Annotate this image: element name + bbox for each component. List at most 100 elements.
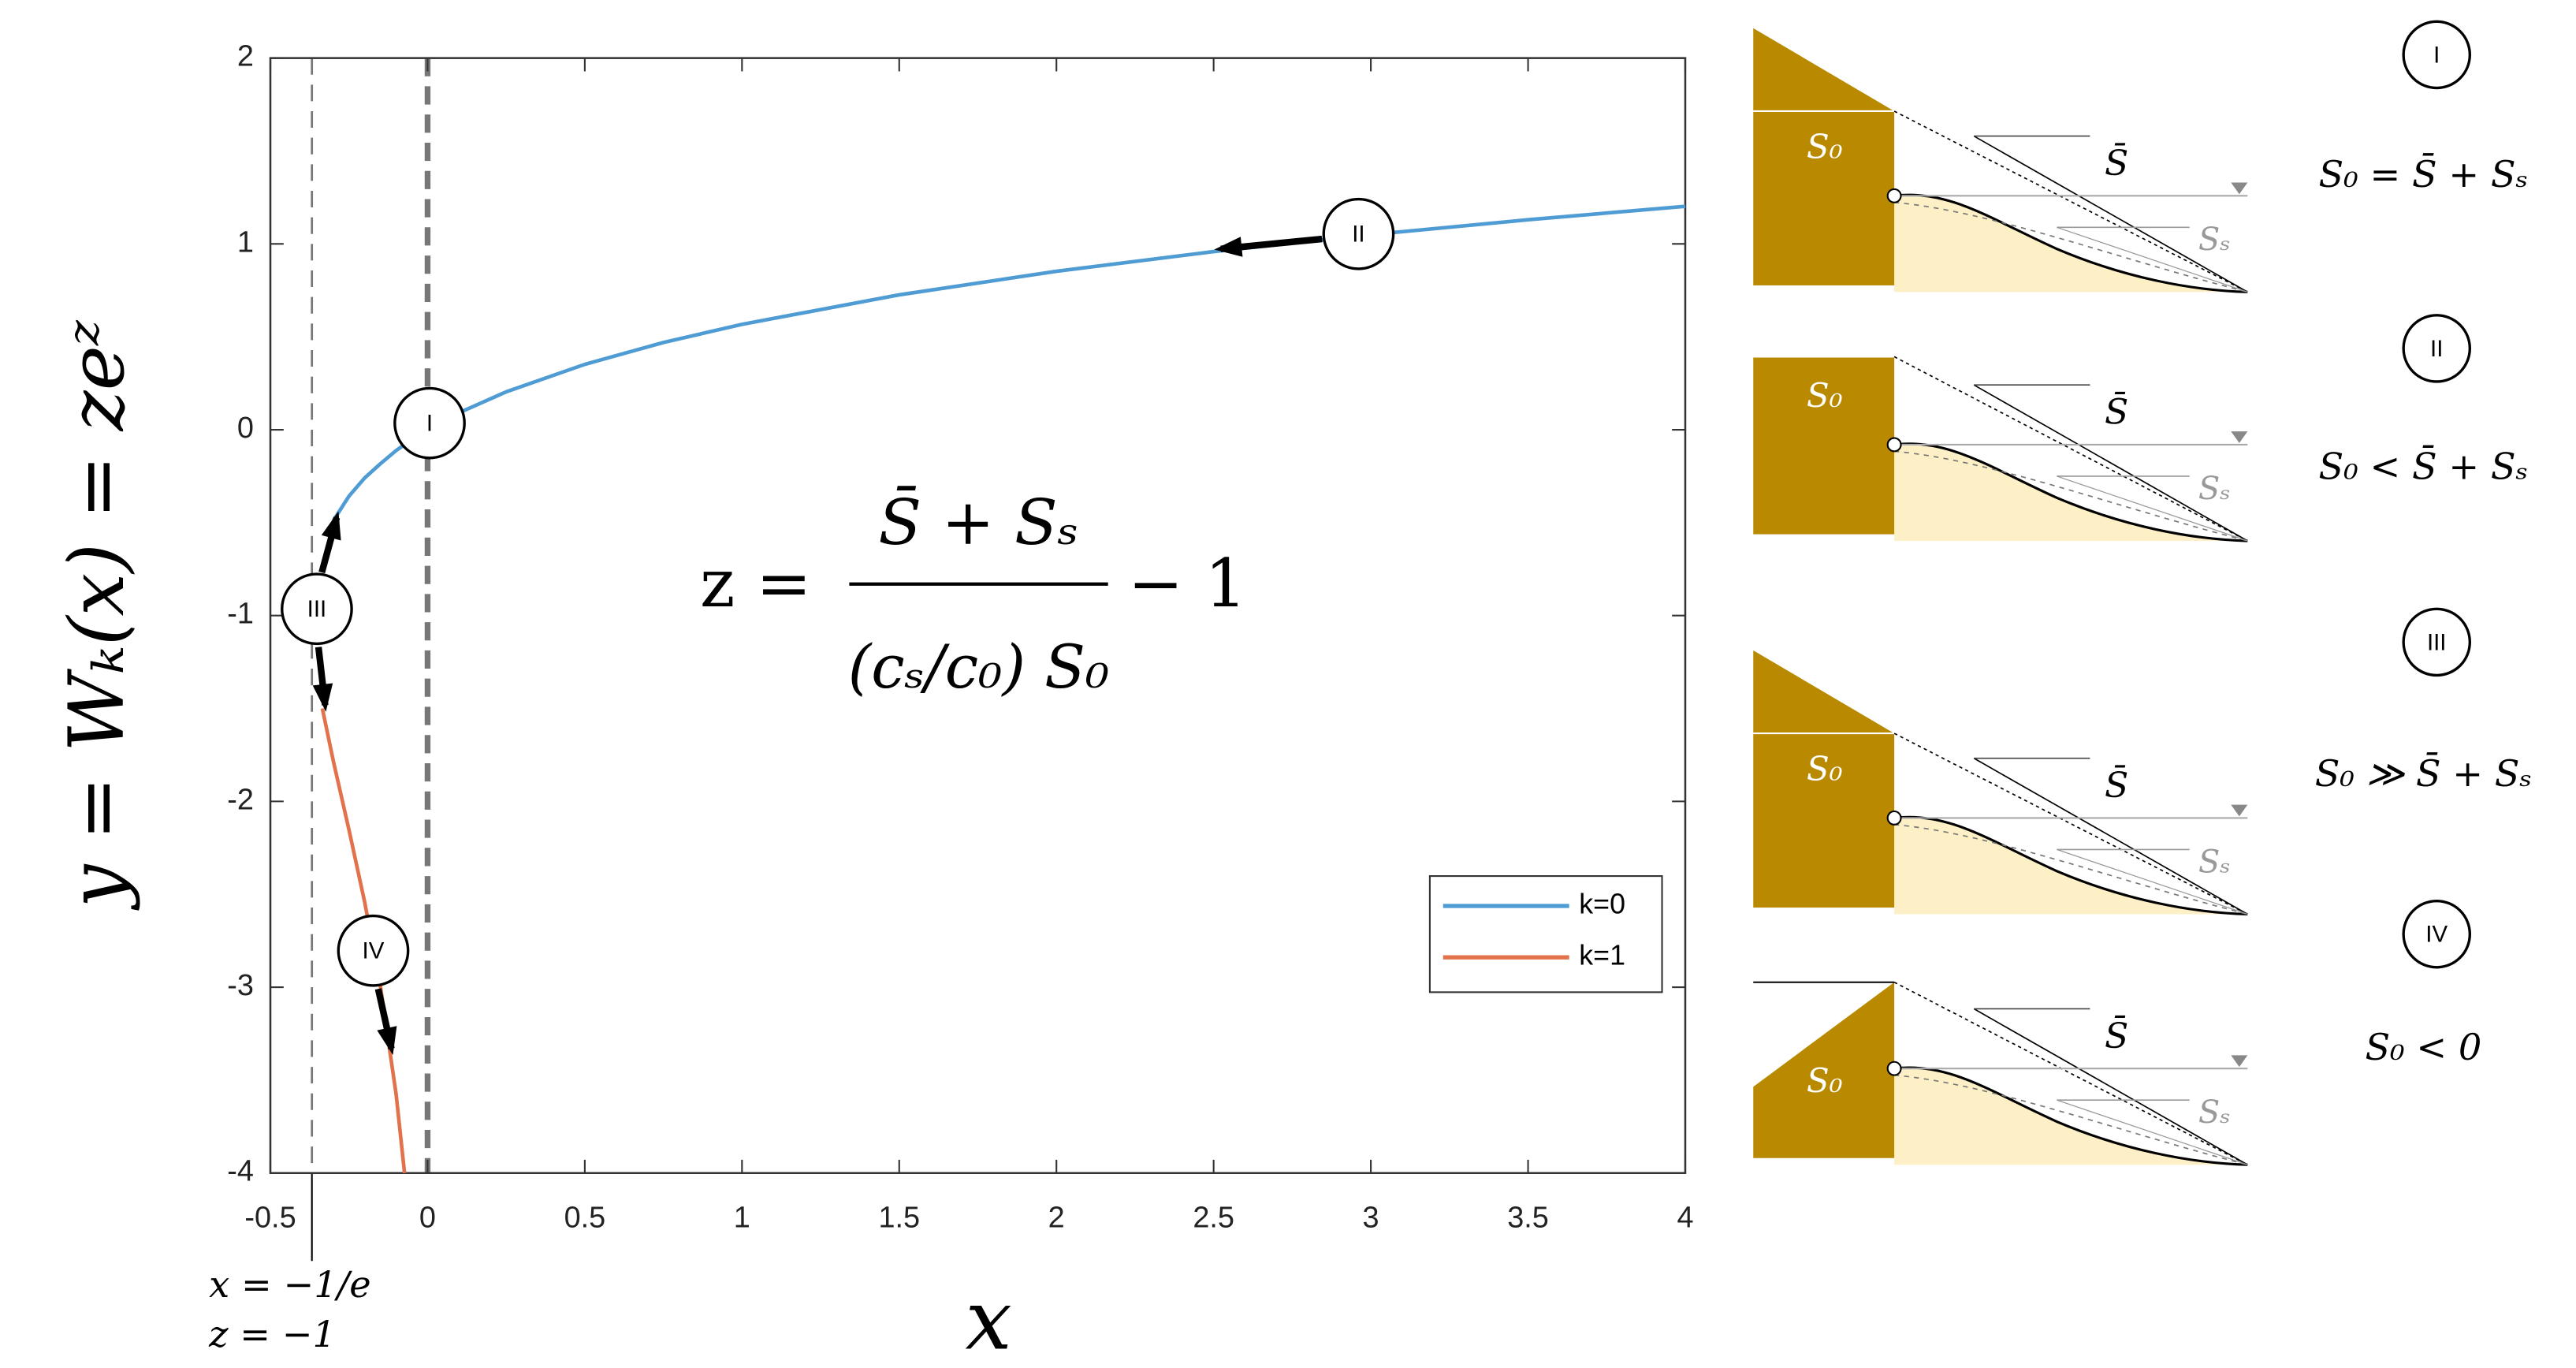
annotation-label: II: [1352, 222, 1364, 248]
arrow-head: [1214, 237, 1243, 257]
panel-ss: Sₛ: [2198, 1094, 2231, 1131]
x-tick-label: 1: [734, 1202, 750, 1235]
x-axis-label: x: [966, 1272, 1012, 1368]
y-tick-label: -2: [227, 783, 254, 816]
arrow-head: [377, 1026, 397, 1056]
panel: S₀ S̄ Sₛ II S₀ < S̄ + Sₛ: [1753, 314, 2528, 542]
arrow-head: [312, 683, 333, 712]
water-mark: [2231, 1055, 2248, 1068]
panel-sbar: S̄: [2105, 764, 2128, 806]
y-tick-label: -4: [227, 1155, 254, 1188]
profile-dashed: [1894, 1074, 2248, 1166]
equation-tail: − 1: [1128, 545, 1247, 622]
line-series: [320, 708, 407, 1173]
panel-s0: S₀: [1807, 750, 1843, 788]
y-axis-label: y = Wₖ(x) = zeᶻ: [52, 319, 141, 911]
y-tick-label: 0: [237, 412, 254, 445]
line-series: [331, 204, 1686, 522]
y-tick-label: -1: [227, 598, 254, 631]
panel-ss: Sₛ: [2198, 471, 2231, 507]
panel-sbar: S̄: [2105, 391, 2128, 433]
water-mark: [2231, 804, 2248, 817]
panel-equation: S₀ < 0: [2365, 1026, 2481, 1068]
crest-point: [1886, 437, 1902, 453]
reservoir-roof: [1753, 28, 1895, 111]
sediment-area: [1894, 1067, 2248, 1165]
branch-label: x = −1/e: [209, 1263, 371, 1306]
slope-line: [1893, 356, 2248, 542]
slope-line: [1973, 135, 2248, 293]
annotation-label: I: [426, 410, 433, 436]
panel-ss: Sₛ: [2198, 844, 2231, 880]
water-mark: [2231, 182, 2248, 195]
annotation-label: IV: [363, 938, 385, 964]
legend-box: [1428, 875, 1663, 993]
ss-slope: [2057, 475, 2248, 542]
slope-line: [1973, 384, 2248, 542]
panel-s0: S₀: [1807, 376, 1843, 415]
panel-s0: S₀: [1807, 127, 1843, 166]
x-tick-label: 0.5: [564, 1202, 606, 1235]
panel: S₀ S̄ Sₛ IV S₀ < 0: [1753, 899, 2481, 1166]
panel: S₀ S̄ Sₛ I S₀ = S̄ + Sₛ: [1753, 20, 2529, 293]
x-tick-label: -0.5: [244, 1202, 296, 1235]
reservoir: [1753, 733, 1895, 908]
panel-circle: [2402, 607, 2472, 677]
branch-label: z = −1: [208, 1313, 336, 1355]
sediment-area: [1894, 195, 2248, 293]
plot-frame: [269, 57, 1687, 1175]
y-tick-label: -3: [227, 969, 254, 1002]
annotation-circle: [393, 386, 466, 460]
legend-label: k=1: [1579, 940, 1625, 971]
ss-slope: [2057, 848, 2248, 915]
panel-equation: S₀ ≫ S̄ + Sₛ: [2315, 751, 2532, 794]
annotation-circle: [337, 914, 410, 987]
panel-s0: S₀: [1807, 1061, 1843, 1100]
reservoir: [1753, 110, 1895, 285]
profile: [1893, 193, 2248, 293]
panel-label: IV: [2425, 922, 2448, 948]
panel-label: II: [2430, 336, 2443, 362]
reservoir: [1753, 982, 1895, 1158]
plot: -0.5 0 0.5 1 1.5 2 2.5 3 3.5 4-4-3-2-1012k=0k=1II…: [227, 40, 1694, 1262]
profile: [1893, 442, 2248, 542]
panel-circle: [2402, 899, 2472, 969]
reservoir-roof: [1753, 650, 1895, 734]
reservoir: [1753, 356, 1895, 535]
equation-lhs: z =: [700, 545, 812, 622]
annotation-circle: [281, 572, 353, 646]
y-tick-label: 2: [237, 40, 254, 73]
panel-ss: Sₛ: [2198, 222, 2231, 258]
crest-point: [1886, 1060, 1902, 1076]
slope-line: [1973, 1008, 2248, 1165]
equation: z = S̄ + Sₛ (cₛ/c₀) S₀ − 1: [700, 486, 1247, 703]
ss-slope: [2057, 1099, 2248, 1165]
profile-dashed: [1894, 450, 2248, 542]
legend: k=0 k=1: [1428, 875, 1663, 993]
panel-label: III: [2427, 629, 2447, 655]
x-tick-label: 3: [1363, 1202, 1379, 1235]
annotation-label: III: [307, 596, 327, 622]
sediment-area: [1894, 443, 2248, 542]
x-tick-label: 1.5: [878, 1202, 920, 1235]
equation-denominator: (cₛ/c₀) S₀: [848, 632, 1110, 702]
profile-dashed: [1894, 824, 2248, 915]
arrow-head: [321, 511, 341, 541]
panel-sbar: S̄: [2105, 1015, 2128, 1057]
profile: [1893, 815, 2248, 916]
panel: S₀ S̄ Sₛ III S₀ ≫ S̄ + Sₛ: [1753, 607, 2532, 916]
x-tick-label: 3.5: [1507, 1202, 1549, 1235]
crest-point: [1886, 188, 1902, 203]
sediment-area: [1894, 817, 2248, 915]
x-tick-label: 2: [1048, 1202, 1065, 1235]
equation-numerator: S̄ + Sₛ: [878, 486, 1078, 560]
panel-circle: [2402, 314, 2472, 383]
panel-equation: S₀ = S̄ + Sₛ: [2319, 152, 2529, 196]
crest-point: [1886, 810, 1902, 826]
panel-sbar: S̄: [2105, 142, 2128, 184]
profile: [1893, 1066, 2248, 1166]
x-tick-label: 4: [1677, 1202, 1693, 1235]
annotation-circle: [1322, 197, 1395, 270]
